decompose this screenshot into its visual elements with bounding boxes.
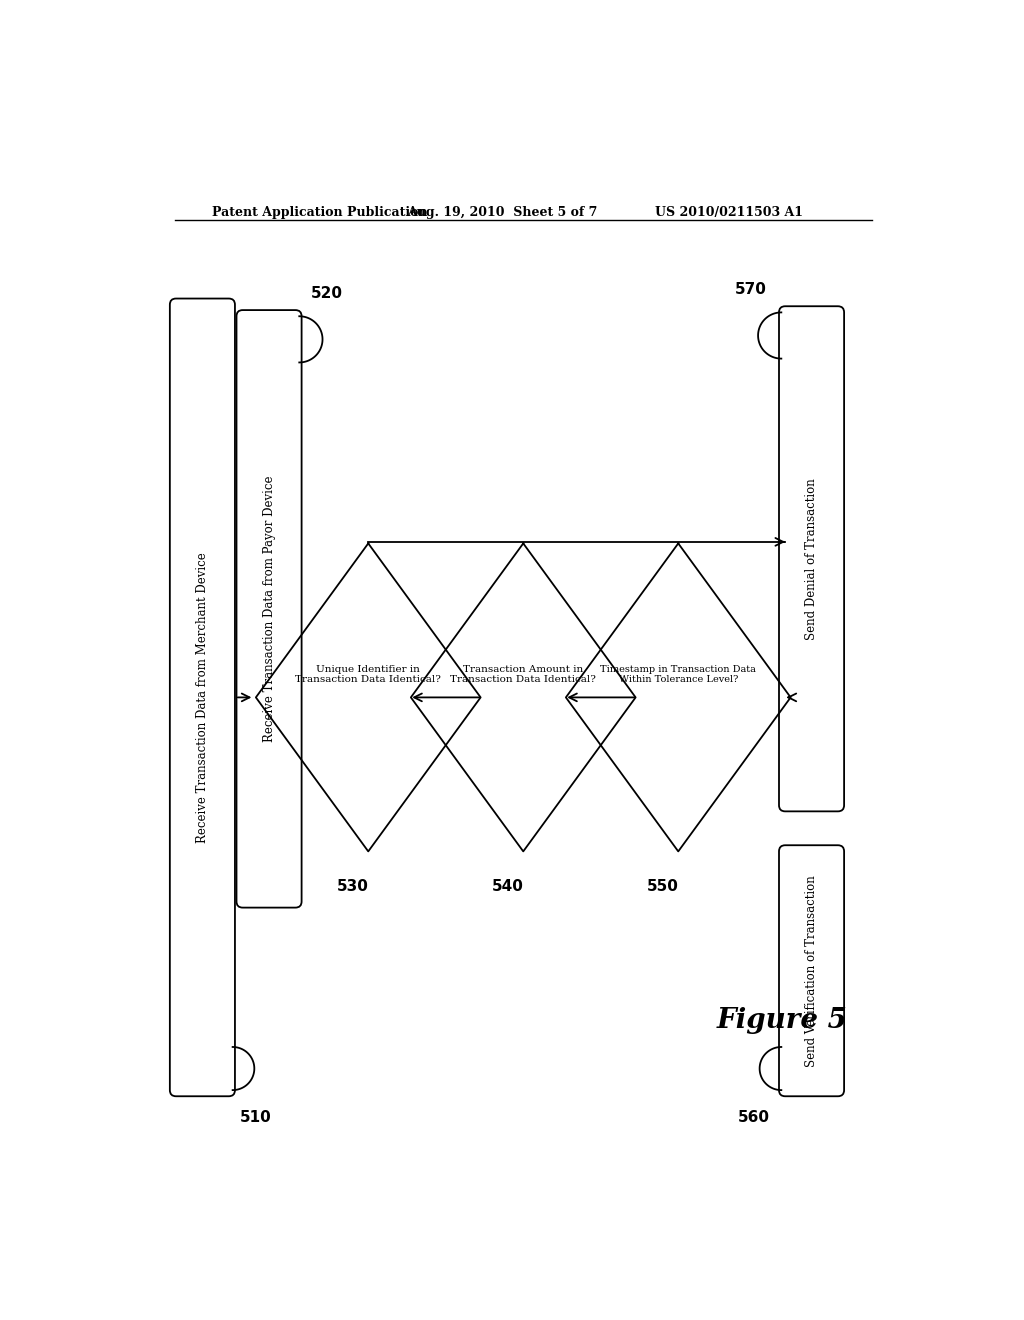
FancyBboxPatch shape bbox=[779, 306, 844, 812]
Text: US 2010/0211503 A1: US 2010/0211503 A1 bbox=[655, 206, 803, 219]
FancyBboxPatch shape bbox=[779, 845, 844, 1096]
Text: Receive Transaction Data from Merchant Device: Receive Transaction Data from Merchant D… bbox=[196, 552, 209, 842]
Text: Receive Transaction Data from Payor Device: Receive Transaction Data from Payor Devi… bbox=[262, 475, 275, 742]
Text: Unique Identifier in
Transaction Data Identical?: Unique Identifier in Transaction Data Id… bbox=[295, 664, 441, 684]
Text: 560: 560 bbox=[738, 1110, 770, 1125]
Text: Send Denial of Transaction: Send Denial of Transaction bbox=[805, 478, 818, 640]
Text: 530: 530 bbox=[337, 879, 369, 894]
Text: Patent Application Publication: Patent Application Publication bbox=[212, 206, 427, 219]
Text: Aug. 19, 2010  Sheet 5 of 7: Aug. 19, 2010 Sheet 5 of 7 bbox=[407, 206, 597, 219]
Text: Transaction Amount in
Transaction Data Identical?: Transaction Amount in Transaction Data I… bbox=[451, 664, 596, 684]
Text: 550: 550 bbox=[647, 879, 679, 894]
FancyBboxPatch shape bbox=[170, 298, 234, 1096]
Text: 540: 540 bbox=[492, 879, 523, 894]
FancyBboxPatch shape bbox=[237, 310, 302, 908]
Text: Timestamp in Transaction Data
Within Tolerance Level?: Timestamp in Transaction Data Within Tol… bbox=[600, 664, 756, 684]
Text: 510: 510 bbox=[240, 1110, 271, 1125]
Text: Figure 5: Figure 5 bbox=[717, 1007, 848, 1035]
Text: Send Verification of Transaction: Send Verification of Transaction bbox=[805, 875, 818, 1067]
Text: 570: 570 bbox=[734, 281, 766, 297]
Text: 520: 520 bbox=[310, 285, 342, 301]
